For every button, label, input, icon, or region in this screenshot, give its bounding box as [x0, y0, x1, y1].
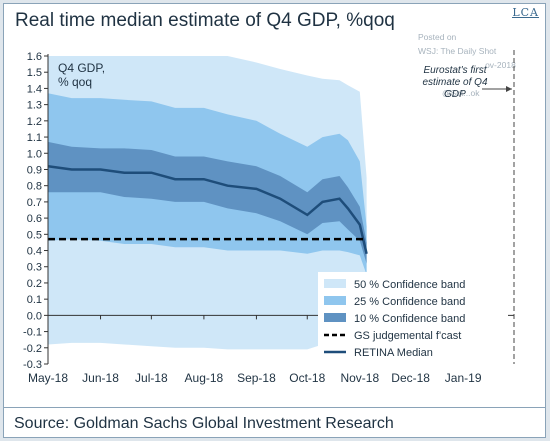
legend-swatch: [324, 296, 346, 305]
y-tick-label: 0.4: [27, 246, 42, 258]
watermark-line-4: @Sot...ok: [442, 88, 480, 98]
legend-swatch: [324, 313, 346, 322]
y-tick-label: 0.3: [27, 262, 42, 274]
y-tick-label: 0.6: [27, 213, 42, 225]
chart-frame: Real time median estimate of Q4 GDP, %qo…: [3, 3, 546, 438]
legend-label: 50 % Confidence band: [354, 279, 465, 291]
x-tick-label: Oct-18: [289, 371, 325, 385]
chart-svg: -0.3 -0.2 -0.1 0.0 0.1 0.2 0.3 0.4 0.5 0.6 0.7 0.8 0…: [23, 50, 515, 385]
y-tick-label: 0.8: [27, 181, 42, 193]
x-tick-label: May-18: [28, 371, 68, 385]
legend-label: GS judgemental f'cast: [354, 330, 461, 342]
legend-box: [318, 272, 508, 364]
x-tick-label: Aug-18: [185, 371, 224, 385]
source-divider: [4, 407, 545, 408]
annotation-arrow-head: [506, 86, 512, 92]
chart-title: Real time median estimate of Q4 GDP, %qo…: [15, 10, 395, 31]
y-axis-label: Q4 GDP,: [58, 61, 105, 75]
x-tick-label: Nov-18: [340, 371, 379, 385]
y-tick-label: 0.0: [27, 310, 42, 322]
x-tick-label: Jan-19: [445, 371, 482, 385]
legend-label: RETINA Median: [354, 347, 433, 359]
y-tick-label: 0.5: [27, 229, 42, 241]
y-tick-label: -0.1: [23, 327, 42, 339]
x-tick-label: Jul-18: [135, 371, 168, 385]
y-tick-label: 0.2: [27, 278, 42, 290]
y-tick-label: -0.2: [23, 343, 42, 355]
x-tick-label: Sep-18: [237, 371, 276, 385]
y-tick-label: 1.3: [27, 100, 42, 112]
watermark-line-1: Posted on: [418, 32, 457, 42]
y-tick-label: 1.0: [27, 148, 42, 160]
lca-logo: LCA: [512, 6, 539, 19]
annotation-text: GDP: [444, 89, 466, 100]
x-tick-label: Jun-18: [82, 371, 119, 385]
y-tick-label: -0.3: [23, 359, 42, 371]
legend-label: 25 % Confidence band: [354, 296, 465, 308]
y-tick-label: 0.7: [27, 197, 42, 209]
annotation-text: estimate of Q4: [422, 77, 487, 88]
watermark-line-3: ...ov-2018: [478, 60, 516, 70]
y-tick-label: 1.4: [27, 83, 42, 95]
source-note: Source: Goldman Sachs Global Investment …: [14, 415, 394, 432]
watermark-line-2: WSJ: The Daily Shot: [418, 46, 497, 56]
y-tick-label: 1.6: [27, 51, 42, 63]
y-axis-label: % qoq: [58, 75, 92, 89]
y-tick-label: 1.1: [27, 132, 42, 144]
logo-text: LCA: [512, 6, 539, 19]
x-tick-label: Dec-18: [391, 371, 430, 385]
y-tick-label: 1.5: [27, 67, 42, 79]
legend-swatch: [324, 279, 346, 288]
y-tick-label: 0.9: [27, 164, 42, 176]
median-line: [47, 164, 368, 255]
y-tick-label: 1.2: [27, 116, 42, 128]
y-tick-label: 0.1: [27, 294, 42, 306]
annotation-text: Eurostat's first: [423, 65, 487, 76]
legend-label: 10 % Confidence band: [354, 313, 465, 325]
